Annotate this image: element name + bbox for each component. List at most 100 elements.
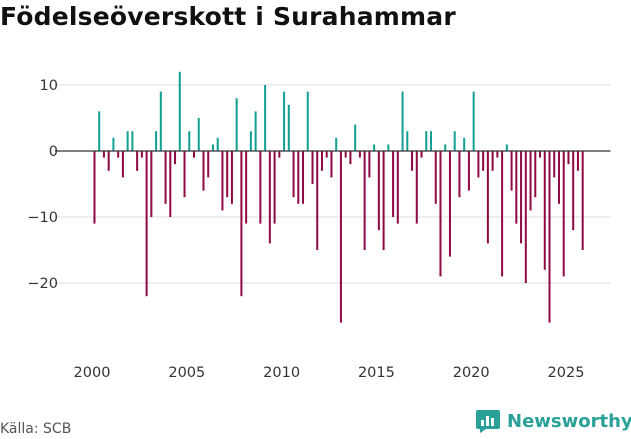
bar <box>505 144 508 151</box>
bar <box>387 144 390 151</box>
bar <box>482 151 485 171</box>
bar <box>316 151 319 250</box>
bar <box>581 151 584 250</box>
bar <box>434 151 437 204</box>
bar <box>183 151 186 198</box>
source-label: Källa: SCB <box>0 421 72 437</box>
bar <box>240 151 243 297</box>
bar <box>515 151 518 224</box>
bar <box>164 151 167 204</box>
bar <box>368 151 371 178</box>
bar <box>344 151 347 158</box>
bar <box>529 151 532 211</box>
bar <box>264 85 267 151</box>
bar <box>216 137 219 151</box>
bar <box>458 151 461 198</box>
y-tick-label: −10 <box>27 210 58 226</box>
bar <box>576 151 579 171</box>
bar <box>467 151 470 191</box>
bar <box>140 151 143 158</box>
bar <box>107 151 110 171</box>
bar <box>226 151 229 198</box>
bar <box>382 151 385 250</box>
brand-name: Newsworthy <box>507 410 631 432</box>
y-tick-label: 0 <box>49 144 58 160</box>
bar <box>202 151 205 191</box>
bar <box>429 131 433 151</box>
bar <box>392 151 395 217</box>
bar <box>117 151 120 158</box>
bar <box>377 151 380 231</box>
bar <box>121 151 124 178</box>
bar <box>363 151 366 250</box>
bar <box>268 151 271 244</box>
bar <box>543 151 546 270</box>
bar <box>448 151 451 257</box>
x-tick-label: 2015 <box>358 365 395 381</box>
bar <box>567 151 570 165</box>
bar <box>325 151 328 158</box>
bar <box>302 151 305 204</box>
bar <box>174 151 177 165</box>
newsworthy-logo[interactable]: Newsworthy <box>475 408 631 434</box>
bar <box>159 91 162 151</box>
bar <box>349 151 352 165</box>
bar <box>254 111 257 151</box>
bar <box>292 151 295 198</box>
bar <box>306 91 309 151</box>
bar <box>496 151 499 158</box>
bar <box>425 131 428 151</box>
bar <box>420 151 423 158</box>
bar <box>463 137 466 151</box>
bar <box>131 131 134 151</box>
bar <box>339 151 342 323</box>
x-tick-labels: 2000 2005 2010 2015 2020 2025 <box>74 365 585 381</box>
x-tick-label: 2000 <box>74 365 111 381</box>
bar <box>188 131 191 151</box>
chart-title: Födelseöverskott i Surahammar <box>0 2 456 31</box>
bar <box>259 151 262 224</box>
y-tick-labels: 10 0 −10 −20 <box>27 78 58 292</box>
bar <box>354 124 357 151</box>
bar <box>406 131 409 151</box>
bar <box>221 151 224 211</box>
bar <box>335 137 338 151</box>
bar <box>207 151 210 178</box>
bar <box>501 151 504 277</box>
bar <box>197 118 200 151</box>
bar <box>192 151 196 158</box>
bar <box>534 151 537 198</box>
bar <box>278 151 281 158</box>
bar <box>178 71 181 151</box>
x-tick-label: 2010 <box>263 365 300 381</box>
bar <box>411 151 414 171</box>
bar <box>396 151 399 224</box>
bar <box>572 151 575 231</box>
bar <box>98 111 101 151</box>
bar <box>235 98 238 151</box>
bar <box>249 131 252 151</box>
bar <box>230 151 233 204</box>
bar <box>320 151 323 171</box>
bar <box>491 151 494 171</box>
bar <box>311 151 314 184</box>
bar <box>112 137 115 151</box>
bar <box>557 151 560 204</box>
newsworthy-bubble-icon <box>476 410 500 433</box>
bar <box>283 91 286 151</box>
bar <box>211 144 214 151</box>
bar <box>330 151 333 178</box>
bar <box>548 151 551 323</box>
bar <box>169 151 172 217</box>
bar <box>439 151 442 277</box>
bar <box>287 104 290 151</box>
bar <box>145 151 148 297</box>
x-tick-label: 2020 <box>453 365 490 381</box>
bar <box>524 151 527 283</box>
bar <box>539 151 542 158</box>
bar <box>155 131 158 151</box>
bar <box>520 151 523 244</box>
bar <box>126 131 129 151</box>
bar <box>486 151 489 244</box>
